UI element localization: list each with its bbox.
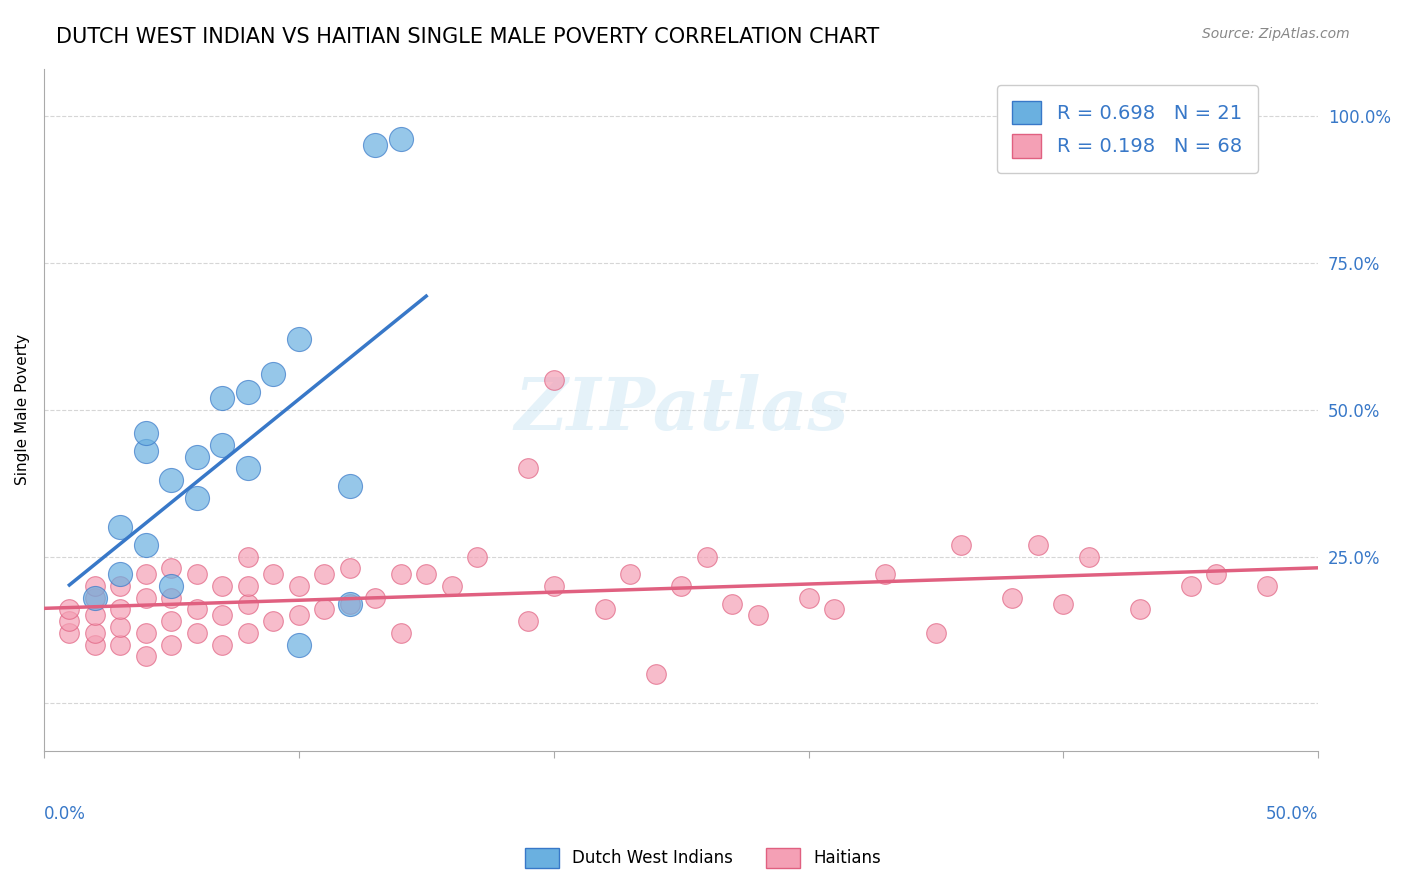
Point (873, 567, 896, 582)
Point (58, 614, 80, 628)
Point (1205, 567, 1227, 582)
Point (721, 597, 744, 611)
Point (160, 614, 183, 628)
Point (211, 608, 233, 623)
Point (262, 368, 284, 382)
Point (389, 626, 412, 640)
Point (83, 638, 105, 652)
Point (925, 626, 948, 640)
Point (186, 567, 208, 582)
Point (236, 384, 259, 399)
Point (339, 597, 361, 611)
Point (236, 626, 259, 640)
Legend: R = 0.698   N = 21, R = 0.198   N = 68: R = 0.698 N = 21, R = 0.198 N = 68 (997, 85, 1257, 173)
Point (950, 538, 973, 552)
Point (83, 579, 105, 593)
Point (287, 332, 309, 346)
Point (314, 602, 336, 616)
Point (415, 567, 437, 582)
Point (236, 597, 259, 611)
Point (160, 579, 183, 593)
Point (135, 538, 157, 552)
Point (135, 425, 157, 440)
Point (1026, 538, 1049, 552)
Point (110, 602, 132, 616)
Point (1077, 549, 1099, 564)
Point (135, 591, 157, 605)
Point (186, 450, 208, 464)
Point (135, 626, 157, 640)
Point (186, 491, 208, 505)
Point (110, 638, 132, 652)
Point (110, 567, 132, 582)
Point (465, 549, 488, 564)
Text: ZIPatlas: ZIPatlas (515, 374, 848, 445)
Point (236, 461, 259, 475)
Point (58, 602, 80, 616)
Point (83, 591, 105, 605)
Point (160, 473, 183, 487)
Point (696, 549, 718, 564)
Point (1129, 602, 1152, 616)
Point (543, 373, 565, 387)
Point (58, 626, 80, 640)
Point (211, 438, 233, 452)
Point (211, 391, 233, 405)
Point (644, 667, 666, 681)
Point (797, 591, 820, 605)
Point (517, 461, 540, 475)
Point (211, 579, 233, 593)
Point (389, 132, 412, 146)
Point (160, 591, 183, 605)
Point (160, 638, 183, 652)
Y-axis label: Single Male Poverty: Single Male Poverty (15, 334, 30, 485)
Point (389, 567, 412, 582)
Point (1180, 579, 1202, 593)
Text: Source: ZipAtlas.com: Source: ZipAtlas.com (1202, 27, 1350, 41)
Point (236, 579, 259, 593)
Point (287, 608, 309, 623)
Point (287, 638, 309, 652)
Point (339, 561, 361, 575)
Point (186, 626, 208, 640)
Point (110, 520, 132, 534)
Point (262, 567, 284, 582)
Point (823, 602, 845, 616)
Text: 50.0%: 50.0% (1265, 805, 1319, 823)
Point (83, 626, 105, 640)
Point (110, 579, 132, 593)
Point (1001, 591, 1024, 605)
Point (135, 567, 157, 582)
Point (186, 602, 208, 616)
Point (262, 614, 284, 628)
Point (517, 614, 540, 628)
Point (669, 579, 692, 593)
Point (364, 591, 387, 605)
Point (619, 567, 641, 582)
Point (135, 443, 157, 458)
Point (440, 579, 463, 593)
Point (110, 620, 132, 634)
Point (135, 649, 157, 664)
Legend: Dutch West Indians, Haitians: Dutch West Indians, Haitians (519, 841, 887, 875)
Point (314, 567, 336, 582)
Point (339, 479, 361, 493)
Text: 0.0%: 0.0% (44, 805, 86, 823)
Point (236, 549, 259, 564)
Point (593, 602, 616, 616)
Point (1052, 597, 1074, 611)
Point (160, 561, 183, 575)
Point (364, 138, 387, 153)
Point (83, 608, 105, 623)
Point (211, 638, 233, 652)
Point (747, 608, 769, 623)
Point (1256, 579, 1278, 593)
Text: DUTCH WEST INDIAN VS HAITIAN SINGLE MALE POVERTY CORRELATION CHART: DUTCH WEST INDIAN VS HAITIAN SINGLE MALE… (56, 27, 880, 46)
Point (543, 579, 565, 593)
Point (287, 579, 309, 593)
Point (339, 597, 361, 611)
Point (83, 591, 105, 605)
